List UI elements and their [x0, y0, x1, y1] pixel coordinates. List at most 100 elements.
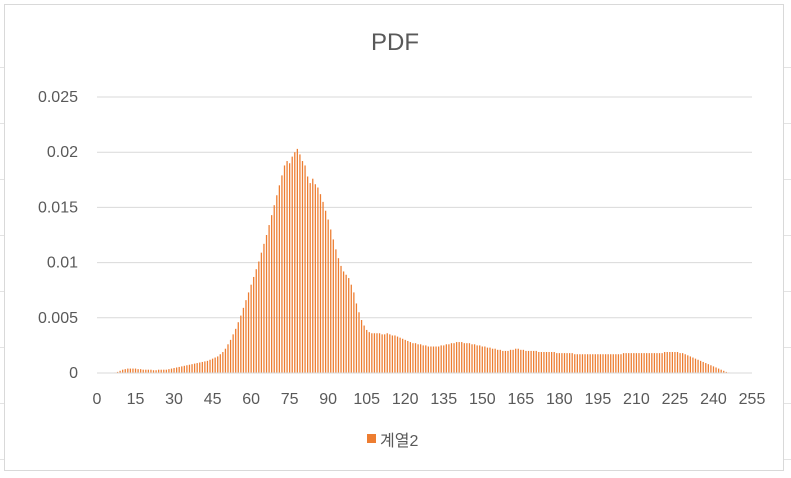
- bar: [235, 328, 237, 373]
- bar: [217, 356, 219, 373]
- bar: [717, 368, 720, 373]
- bar: [417, 344, 419, 373]
- x-tick-label: 15: [127, 391, 145, 408]
- bar: [679, 353, 681, 373]
- bar: [178, 366, 180, 373]
- gridlines: [97, 96, 752, 319]
- bar: [229, 339, 232, 373]
- y-tick-label: 0.01: [47, 255, 78, 272]
- bar: [240, 315, 242, 373]
- bar: [222, 352, 224, 373]
- bar: [170, 368, 173, 373]
- bar: [399, 337, 401, 373]
- bar: [268, 225, 270, 373]
- bar: [188, 364, 191, 373]
- bar: [214, 357, 216, 373]
- bar: [630, 353, 632, 373]
- bar: [312, 178, 314, 373]
- bar: [175, 367, 178, 373]
- bar: [481, 346, 483, 373]
- bar: [358, 312, 360, 373]
- bar: [163, 369, 165, 373]
- bar: [707, 364, 709, 373]
- bar: [548, 352, 550, 373]
- bar: [453, 343, 455, 373]
- bar: [389, 334, 391, 373]
- bar: [458, 342, 460, 373]
- bar: [158, 369, 160, 373]
- bar: [137, 369, 139, 373]
- bar: [525, 350, 527, 373]
- bar: [250, 284, 252, 373]
- bar: [319, 194, 322, 373]
- bar: [712, 366, 715, 373]
- bar: [445, 344, 447, 373]
- bar: [448, 344, 450, 373]
- bar: [296, 148, 298, 373]
- bar: [283, 165, 286, 373]
- bar: [360, 320, 363, 373]
- bar: [545, 352, 548, 373]
- bar: [602, 354, 604, 373]
- bar: [684, 354, 686, 373]
- bar: [466, 343, 468, 373]
- x-tick-label: 90: [319, 391, 337, 408]
- bar: [227, 344, 229, 373]
- bar: [147, 369, 150, 373]
- bar: [181, 366, 183, 373]
- bar: [625, 353, 627, 373]
- bar: [168, 369, 170, 373]
- bar: [648, 353, 650, 373]
- bar: [725, 371, 727, 373]
- y-tick-label: 0.025: [38, 89, 78, 106]
- bar: [340, 265, 342, 373]
- bar: [432, 346, 435, 373]
- bar: [350, 284, 352, 373]
- bar: [237, 322, 239, 373]
- bar: [366, 329, 368, 373]
- bar: [671, 352, 674, 373]
- bar: [219, 354, 221, 373]
- legend[interactable]: 계열2: [367, 432, 418, 450]
- bar: [702, 361, 704, 373]
- x-tick-label: 210: [623, 391, 650, 408]
- bar: [420, 344, 422, 373]
- bar: [127, 368, 129, 373]
- bar: [502, 350, 504, 373]
- bar: [124, 369, 126, 373]
- bar: [314, 184, 316, 373]
- bar: [394, 335, 396, 373]
- x-tick-label: 105: [353, 391, 380, 408]
- bar: [407, 340, 409, 373]
- bar: [373, 333, 376, 373]
- bar: [491, 348, 494, 373]
- bar: [669, 352, 671, 373]
- bar: [484, 346, 486, 373]
- bar: [551, 352, 553, 373]
- bar: [381, 334, 383, 373]
- bar: [656, 353, 658, 373]
- bar: [661, 353, 663, 373]
- bar: [530, 350, 532, 373]
- bar: [140, 369, 142, 373]
- bar: [317, 187, 319, 373]
- x-tick-label: 45: [204, 391, 222, 408]
- bar: [468, 343, 471, 373]
- bar: [129, 368, 132, 373]
- bar: [489, 347, 491, 373]
- bar: [509, 349, 512, 373]
- bar: [299, 154, 301, 373]
- chart-area[interactable]: [4, 4, 784, 471]
- bar: [160, 369, 162, 373]
- bar: [286, 161, 288, 373]
- bar: [507, 350, 509, 373]
- bar: [253, 276, 255, 373]
- bar: [640, 353, 643, 373]
- bar: [607, 354, 609, 373]
- bar: [520, 349, 522, 373]
- bar: [533, 350, 535, 373]
- bar: [224, 348, 227, 373]
- bar: [682, 353, 684, 373]
- bar: [332, 239, 334, 373]
- bar: [664, 352, 666, 373]
